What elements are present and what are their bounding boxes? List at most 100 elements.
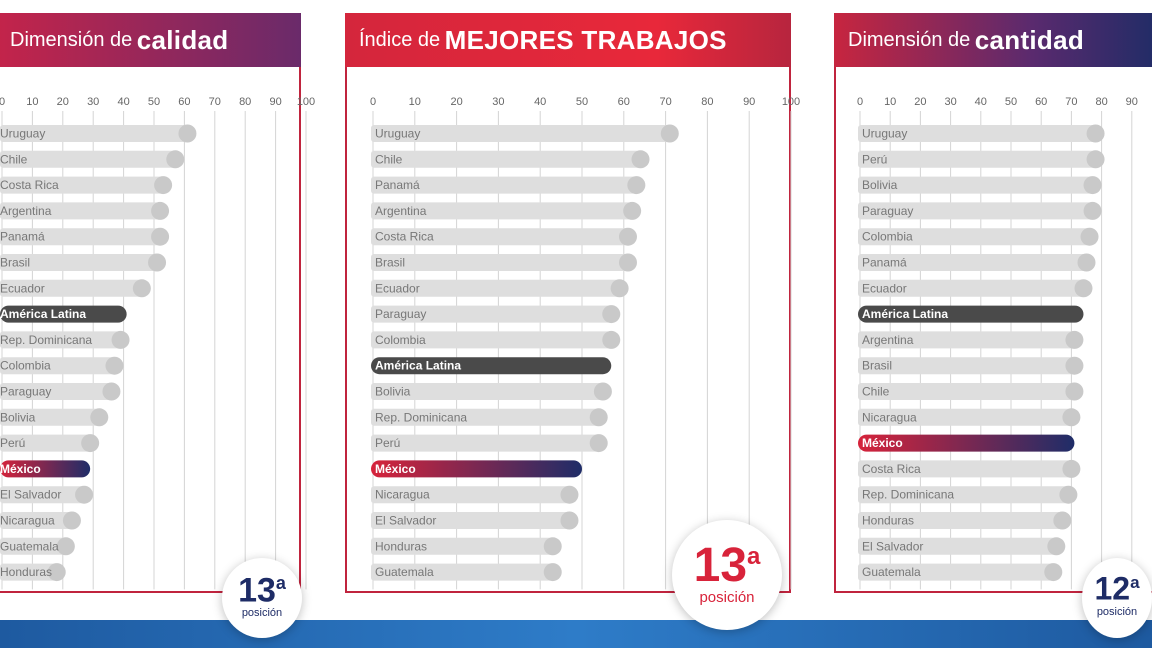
- badge-label: posición: [699, 589, 755, 606]
- bar: [0, 228, 161, 246]
- header-prefix: Dimensión de: [10, 28, 133, 51]
- bar: [371, 150, 641, 168]
- category-label: Paraguay: [0, 385, 51, 399]
- bar-end-knob: [1053, 511, 1072, 530]
- x-tick-label: 60: [1035, 96, 1047, 108]
- category-label: El Salvador: [862, 539, 923, 553]
- bar: [858, 176, 1093, 194]
- bar-end-knob: [132, 279, 151, 298]
- bar-end-knob: [623, 201, 642, 220]
- bar: [0, 434, 91, 452]
- bar-end-knob: [1065, 330, 1084, 349]
- category-label: Colombia: [862, 230, 913, 244]
- bar: [371, 537, 553, 555]
- category-label: Panamá: [862, 256, 907, 270]
- x-tick-label: 80: [1095, 96, 1107, 108]
- bar-end-knob: [62, 511, 81, 530]
- x-tick-label: 60: [618, 96, 630, 108]
- category-label: Brasil: [0, 256, 30, 270]
- panel-header-calidad: Dimensión de calidad: [0, 13, 301, 67]
- category-label: América Latina: [375, 359, 461, 373]
- bar: [371, 125, 670, 142]
- bar: [0, 537, 66, 555]
- category-label: América Latina: [862, 307, 948, 321]
- bar: [371, 176, 637, 194]
- x-tick-label: 70: [209, 96, 221, 108]
- category-label: Bolivia: [0, 410, 36, 424]
- bar-end-knob: [102, 382, 121, 401]
- position-badge-calidad: 13a posición: [222, 558, 302, 638]
- category-label: Perú: [0, 436, 25, 450]
- bar: [371, 228, 628, 246]
- bar: [858, 563, 1054, 581]
- x-tick-label: 50: [1005, 96, 1017, 108]
- bar: [0, 202, 161, 220]
- badge-number: 13: [238, 571, 276, 610]
- bar: [0, 563, 57, 581]
- chart-calidad: 0 10 20 30 40 50 60 70 80 90 100 Uruguay Chile Costa …: [0, 96, 315, 590]
- category-label: Argentina: [375, 204, 427, 218]
- category-label: Rep. Dominicana: [862, 488, 954, 502]
- badge-suffix: a: [275, 573, 286, 593]
- badge-suffix: a: [1130, 573, 1140, 592]
- bar-end-knob: [151, 201, 170, 220]
- bar-end-knob: [610, 279, 629, 298]
- bar-end-knob: [1047, 537, 1066, 556]
- category-label: Perú: [862, 152, 887, 166]
- bar-end-knob: [1086, 124, 1105, 143]
- x-tick-label: 100: [782, 96, 800, 108]
- bar-end-knob: [148, 253, 167, 272]
- header-bold: calidad: [136, 24, 229, 55]
- x-tick-label: 80: [239, 96, 251, 108]
- category-label: El Salvador: [0, 488, 61, 502]
- bar: [371, 434, 599, 452]
- bar: [858, 150, 1096, 168]
- bar-end-knob: [543, 537, 562, 556]
- bar: [371, 331, 612, 349]
- x-tick-label: 90: [1126, 96, 1138, 108]
- bar: [858, 305, 1084, 323]
- category-label: Brasil: [375, 256, 405, 270]
- x-tick-label: 0: [0, 96, 5, 108]
- category-label: Honduras: [375, 539, 427, 553]
- bar-end-knob: [47, 563, 66, 582]
- bar-end-knob: [56, 537, 75, 556]
- category-label: Colombia: [375, 333, 426, 347]
- category-label: Honduras: [862, 514, 914, 528]
- bar: [0, 408, 100, 426]
- bar-end-knob: [602, 330, 621, 349]
- bar-end-knob: [1059, 485, 1078, 504]
- bar-end-knob: [105, 356, 124, 375]
- category-label: Rep. Dominicana: [0, 333, 92, 347]
- bar-end-knob: [1065, 356, 1084, 375]
- category-label: Rep. Dominicana: [375, 410, 467, 424]
- x-tick-label: 0: [857, 96, 863, 108]
- bar: [0, 357, 115, 375]
- x-tick-label: 90: [269, 96, 281, 108]
- bar: [0, 512, 72, 529]
- badge-label: posición: [1096, 605, 1138, 618]
- bar-end-knob: [1074, 279, 1093, 298]
- bar: [858, 383, 1075, 400]
- bar: [858, 460, 1072, 478]
- header-prefix: Índice de: [359, 28, 441, 51]
- category-label: Guatemala: [375, 565, 434, 579]
- position-badge-cantidad: 12a posición: [1082, 558, 1152, 638]
- bar-end-knob: [602, 305, 621, 324]
- category-label: Costa Rica: [862, 462, 921, 476]
- category-label: Nicaragua: [375, 488, 430, 502]
- category-label: México: [375, 462, 416, 476]
- bar: [858, 202, 1093, 220]
- bar: [371, 254, 628, 271]
- category-label: Paraguay: [375, 307, 426, 321]
- bar-end-knob: [631, 150, 650, 169]
- chart-cantidad: 0102030405060708090100UruguayPerúBolivia…: [857, 96, 1138, 590]
- category-label: Argentina: [862, 333, 914, 347]
- category-label: Panamá: [375, 178, 420, 192]
- category-label: El Salvador: [375, 514, 436, 528]
- bar: [0, 125, 188, 142]
- panel-calidad: Dimensión de calidad 0 10 20 30 40 50 60 70 80 90…: [0, 13, 315, 593]
- panel-header-cantidad: Dimensión de cantidad: [834, 13, 1152, 67]
- bar: [371, 460, 582, 478]
- bar-end-knob: [589, 408, 608, 427]
